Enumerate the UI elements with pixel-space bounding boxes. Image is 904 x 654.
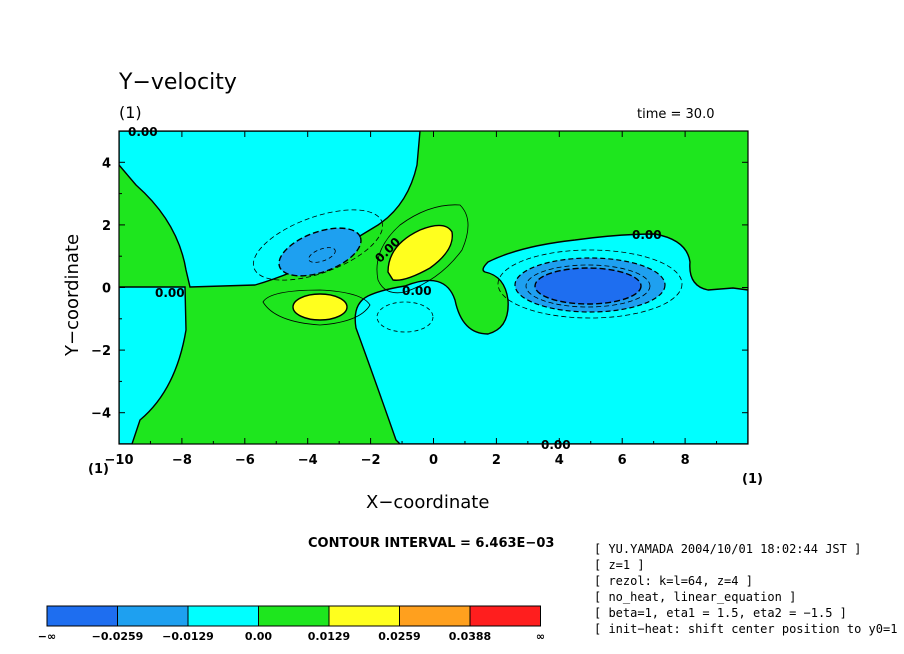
chart-title: Y−velocity bbox=[118, 70, 237, 95]
contour-dashed-center-small bbox=[376, 301, 434, 333]
x-tick-label: −6 bbox=[235, 453, 255, 468]
y-tick-label: 2 bbox=[102, 219, 111, 234]
x-tick-label: −2 bbox=[361, 453, 381, 468]
x-tick-label: −4 bbox=[298, 453, 318, 468]
colorbar-swatch bbox=[46, 605, 118, 627]
y-tick-label: −2 bbox=[91, 344, 111, 359]
x-tick-label: 8 bbox=[681, 453, 690, 468]
contour-label: 0.00 bbox=[155, 286, 185, 300]
x-tick-label: 6 bbox=[618, 453, 627, 468]
colorbar-swatch bbox=[187, 605, 259, 627]
y-axis-label: Y−coordinate bbox=[62, 234, 83, 357]
plot-area: 0.00 0.00 0.00 0.00 0.00 0.00 −10 −8 −6 −4−… bbox=[91, 125, 749, 468]
info-line: [ init−heat: shift center position to y0… bbox=[594, 622, 904, 636]
fill-band-negative-core-upper bbox=[278, 227, 362, 277]
contour-dashed-right-inner bbox=[525, 264, 651, 308]
info-line: [ rezol: k=l=64, z=4 ] bbox=[594, 574, 753, 588]
fill-band-positive-lower bbox=[292, 293, 348, 321]
colorbar-label: 0.00 bbox=[245, 630, 272, 643]
contour-label: 0.00 bbox=[632, 228, 662, 242]
x-tick-label: 2 bbox=[492, 453, 501, 468]
x-tick-label: −10 bbox=[105, 453, 134, 468]
contour-label: 0.00 bbox=[541, 438, 571, 452]
fill-band-positive-center bbox=[387, 224, 454, 281]
colorbar-labels: −∞ −0.0259 −0.0129 0.00 0.0129 0.0259 0.0388 ∞ bbox=[38, 630, 545, 643]
contour-dashed-upper-outer bbox=[252, 209, 384, 281]
fill-band-negative-upper-left bbox=[119, 131, 421, 288]
contour-dashed-upper-inner bbox=[308, 247, 336, 263]
contour-dashed-right-outer bbox=[497, 249, 683, 319]
info-line: [ no_heat, linear_equation ] bbox=[594, 590, 796, 604]
info-line: [ YU.YAMADA 2004/10/01 18:02:44 JST ] bbox=[594, 542, 861, 556]
x-axis-ticks: −10 −8 −6 −4 −2 0 2 4 6 8 bbox=[105, 131, 718, 468]
info-line: [ beta=1, eta1 = 1.5, eta2 = −1.5 ] bbox=[594, 606, 847, 620]
colorbar-label: −∞ bbox=[38, 630, 56, 643]
contour-interval-label: CONTOUR INTERVAL = 6.463E−03 bbox=[308, 536, 554, 551]
x-tick-label: −8 bbox=[172, 453, 192, 468]
contour-positive-lower-outer bbox=[262, 289, 371, 326]
x-axis-label: X−coordinate bbox=[366, 492, 489, 513]
contour-label: 0.00 bbox=[128, 125, 158, 139]
colorbar bbox=[46, 605, 541, 627]
contour-positive-center-outer bbox=[376, 204, 469, 294]
x-tick-label: 4 bbox=[555, 453, 564, 468]
y-tick-label: −4 bbox=[91, 407, 111, 422]
panel-label: (1) bbox=[119, 103, 142, 122]
colorbar-label: ∞ bbox=[536, 630, 545, 643]
colorbar-swatch bbox=[469, 605, 541, 627]
colorbar-swatch bbox=[117, 605, 189, 627]
colorbar-swatch bbox=[399, 605, 471, 627]
y-tick-label: 4 bbox=[102, 156, 111, 171]
y-tick-label: 0 bbox=[102, 282, 111, 297]
corner-label-left: (1) bbox=[88, 462, 109, 477]
colorbar-label: 0.0259 bbox=[378, 630, 420, 643]
x-tick-label: 0 bbox=[429, 453, 438, 468]
colorbar-swatch bbox=[258, 605, 330, 627]
colorbar-label: 0.0129 bbox=[308, 630, 350, 643]
time-label: time = 30.0 bbox=[637, 107, 714, 122]
info-line: [ z=1 ] bbox=[594, 558, 645, 572]
colorbar-label: 0.0388 bbox=[449, 630, 491, 643]
colorbar-label: −0.0129 bbox=[162, 630, 214, 643]
info-block: [ YU.YAMADA 2004/10/01 18:02:44 JST ] [ z… bbox=[594, 542, 904, 636]
colorbar-label: −0.0259 bbox=[92, 630, 144, 643]
fill-band-negative-right-core bbox=[534, 267, 642, 305]
fill-band-negative-lower-left bbox=[119, 286, 187, 444]
corner-label-right: (1) bbox=[742, 472, 763, 487]
y-axis-ticks: −4 −2 0 2 4 bbox=[91, 130, 748, 445]
contour-label: 0.00 bbox=[402, 284, 432, 298]
colorbar-swatch bbox=[328, 605, 400, 627]
